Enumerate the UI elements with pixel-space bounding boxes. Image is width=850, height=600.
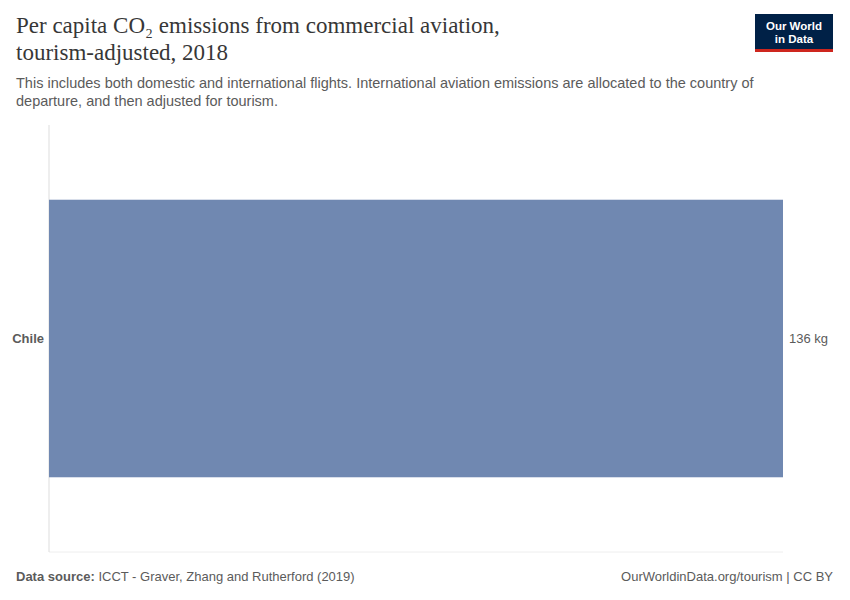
x-range-line	[49, 552, 783, 553]
category-label: Chile	[12, 331, 44, 346]
logo: Our Worldin Data	[755, 14, 833, 52]
subtitle: This includes both domestic and internat…	[16, 74, 796, 110]
bars	[49, 200, 783, 478]
footer: OurWorldinData.org/tourism | CC BY	[621, 569, 833, 584]
title: Per capita CO₂ emissions from commercial…	[16, 12, 576, 66]
source-label: Data source:	[16, 569, 95, 584]
bar	[49, 200, 783, 478]
source: Data source: ICCT - Graver, Zhang and Ru…	[16, 569, 355, 584]
source-text: ICCT - Graver, Zhang and Rutherford (201…	[98, 569, 354, 584]
logo-line: Our World	[755, 20, 833, 33]
logo-line: in Data	[755, 33, 833, 46]
chart: Chile 136 kg	[0, 0, 850, 600]
data-label: 136 kg	[789, 331, 828, 346]
